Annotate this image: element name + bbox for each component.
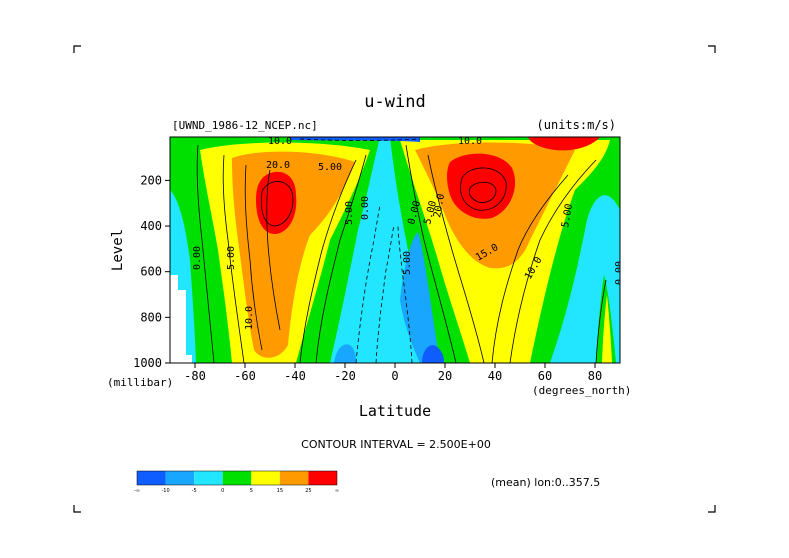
x-tick-label: -20 <box>334 369 356 383</box>
y-tick-label: 1000 <box>133 356 162 370</box>
y-tick-label: 200 <box>140 173 162 187</box>
stratosphere-dark-band <box>290 137 420 142</box>
mean-note: (mean) lon:0..357.5 <box>491 476 600 489</box>
contour-label: 0.00 <box>192 246 203 270</box>
x-tick-label: -60 <box>234 369 256 383</box>
contour-label: 10.0 <box>268 136 292 147</box>
x-axis: -80 -60 -40 -20 0 20 40 60 80 <box>184 363 602 383</box>
colorbar-label: 0 <box>221 488 224 494</box>
contour-interval-text: CONTOUR INTERVAL = 2.500E+00 <box>301 438 491 451</box>
colorbar-swatch <box>137 471 166 485</box>
x-unit-label: (degrees_north) <box>532 384 631 397</box>
colorbar-swatch <box>165 471 195 485</box>
x-tick-label: -40 <box>284 369 306 383</box>
y-tick-label: 600 <box>140 265 162 279</box>
y-tick-label: 400 <box>140 219 162 233</box>
colorbar: -∞ -10 -5 0 5 15 25 ∞ <box>134 470 339 494</box>
x-axis-title: Latitude <box>359 402 431 420</box>
missing-data-region <box>170 275 192 363</box>
x-tick-label: 20 <box>438 369 452 383</box>
contour-label: 10.0 <box>458 136 482 147</box>
colorbar-frame <box>136 470 338 486</box>
colorbar-swatch <box>279 471 309 485</box>
y-axis: 200 400 600 800 1000 <box>133 173 170 370</box>
tropical-easterly-deep <box>422 345 444 363</box>
contour-label: 20.0 <box>432 193 447 219</box>
nh-jet-red <box>447 153 516 219</box>
colorbar-swatch <box>194 471 223 485</box>
colorbar-label: -10 <box>161 488 169 494</box>
colorbar-swatch <box>222 471 252 485</box>
y-tick-label: 800 <box>140 310 162 324</box>
contour-label: 0.00 <box>614 261 625 285</box>
x-tick-label: 60 <box>538 369 552 383</box>
contour-label: 5.00 <box>560 203 575 229</box>
colorbar-label: 5 <box>250 488 253 494</box>
dataset-label: [UWND_1986-12_NCEP.nc] <box>172 119 318 132</box>
y-unit-label: (millibar) <box>107 376 173 389</box>
colorbar-label: -∞ <box>134 488 140 494</box>
nh-upper-red <box>528 137 600 151</box>
contour-lines <box>196 144 607 363</box>
x-tick-label: 80 <box>588 369 602 383</box>
colorbar-label: 15 <box>277 488 283 494</box>
colorbar-label: ∞ <box>335 488 339 494</box>
colorbar-label: -5 <box>192 488 197 494</box>
tropical-easterly-mid <box>334 344 356 363</box>
negative-contours <box>299 138 421 363</box>
x-tick-label: 40 <box>488 369 502 383</box>
nh-polar-yellow <box>602 295 612 363</box>
crop-marks <box>73 45 716 513</box>
chart-title: u-wind <box>364 92 425 112</box>
contour-label: 5.00 <box>318 162 342 173</box>
tropical-easterly-light <box>400 232 440 363</box>
colorbar-label: 25 <box>305 488 311 494</box>
y-axis-title: Level <box>110 229 126 271</box>
x-tick-label: -80 <box>184 369 206 383</box>
colorbar-swatch <box>251 471 280 485</box>
sh-jet-red <box>256 171 297 235</box>
units-label: (units:m/s) <box>537 118 616 132</box>
contour-label: 5.00 <box>344 201 355 225</box>
x-tick-label: 0 <box>391 369 398 383</box>
colorbar-swatch <box>308 471 337 485</box>
contour-label: 10.0 <box>244 306 255 330</box>
contour-label: 5.00 <box>402 251 413 275</box>
contour-label: 0.00 <box>360 196 371 220</box>
plot-area: 20.0 20.0 15.0 10.0 5.00 5.00 0.00 0.00 … <box>170 136 625 363</box>
contour-label: 5.00 <box>226 246 237 270</box>
contour-label: 20.0 <box>266 160 290 171</box>
